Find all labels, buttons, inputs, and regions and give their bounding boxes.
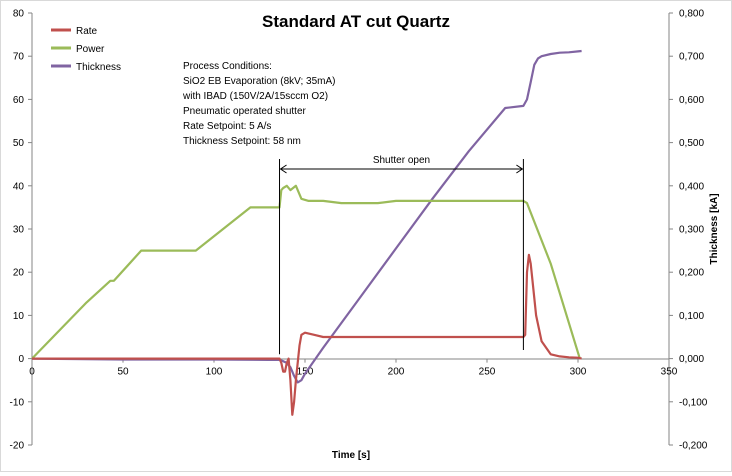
process-line-5: Rate Setpoint: 5 A/s — [183, 121, 271, 132]
legend-label-power: Power — [76, 44, 105, 55]
right-tick-label: -0,100 — [679, 397, 708, 408]
arrow-left-head — [279, 164, 287, 174]
right-tick-label: 0,300 — [679, 225, 704, 236]
left-tick-label: 0 — [18, 354, 24, 365]
legend-label-thickness: Thickness — [76, 62, 121, 73]
right-tick-label: 0,500 — [679, 138, 704, 149]
right-tick-label: 0,600 — [679, 95, 704, 106]
right-tick-label: 0,700 — [679, 52, 704, 63]
left-tick-label: 80 — [13, 9, 25, 20]
x-tick-label: 0 — [29, 367, 35, 378]
process-line-2: SiO2 EB Evaporation (8kV; 35mA) — [183, 76, 335, 87]
x-tick-label: 50 — [117, 367, 129, 378]
x-ticks: 0 50 100 150 200 250 300 350 — [29, 358, 678, 378]
right-tick-label: 0,100 — [679, 311, 704, 322]
chart-title: Standard AT cut Quartz — [262, 12, 450, 31]
left-tick-label: 50 — [13, 138, 25, 149]
left-tick-label: 40 — [13, 181, 25, 192]
process-line-3: with IBAD (150V/2A/15sccm O2) — [182, 91, 328, 102]
y2-axis-title: Thickness [kA] — [709, 193, 720, 264]
shutter-label: Shutter open — [373, 155, 430, 166]
legend-label-rate: Rate — [76, 26, 98, 37]
right-tick-label: -0,200 — [679, 441, 708, 452]
x-tick-label: 300 — [570, 367, 587, 378]
left-tick-label: -10 — [10, 397, 25, 408]
right-tick-label: 0,200 — [679, 268, 704, 279]
x-axis-title: Time [s] — [332, 450, 370, 461]
process-line-6: Thickness Setpoint: 58 nm — [183, 136, 301, 147]
x-tick-label: 200 — [388, 367, 405, 378]
process-line-4: Pneumatic operated shutter — [183, 106, 307, 117]
right-tick-label: 0,800 — [679, 9, 704, 20]
left-ticks: -20 -10 0 10 20 30 40 50 60 70 80 — [10, 9, 32, 452]
right-ticks: -0,200 -0,100 0,000 0,100 0,200 0,300 0,400 0,5… — [669, 9, 708, 452]
series-line-thickness — [31, 49, 582, 384]
left-tick-label: 70 — [13, 52, 25, 63]
left-tick-label: 60 — [13, 95, 25, 106]
shutter-annotation: Shutter open — [279, 155, 524, 355]
left-tick-label: 20 — [13, 268, 25, 279]
legend: Rate Power Thickness — [51, 26, 121, 73]
series-layer — [31, 49, 582, 416]
series-line-rate — [32, 253, 582, 416]
left-tick-label: 10 — [13, 311, 25, 322]
process-line-1: Process Conditions: — [183, 61, 272, 72]
series-line-power — [31, 184, 581, 360]
right-tick-label: 0,000 — [679, 354, 704, 365]
plot-axes — [31, 13, 670, 445]
arrow-right-head — [516, 164, 524, 174]
right-tick-label: 0,400 — [679, 181, 704, 192]
left-tick-label: -20 — [10, 441, 25, 452]
x-tick-label: 350 — [661, 367, 678, 378]
left-tick-label: 30 — [13, 225, 25, 236]
process-notes: Process Conditions: SiO2 EB Evaporation … — [182, 61, 335, 147]
x-tick-label: 100 — [206, 367, 223, 378]
x-tick-label: 250 — [479, 367, 496, 378]
